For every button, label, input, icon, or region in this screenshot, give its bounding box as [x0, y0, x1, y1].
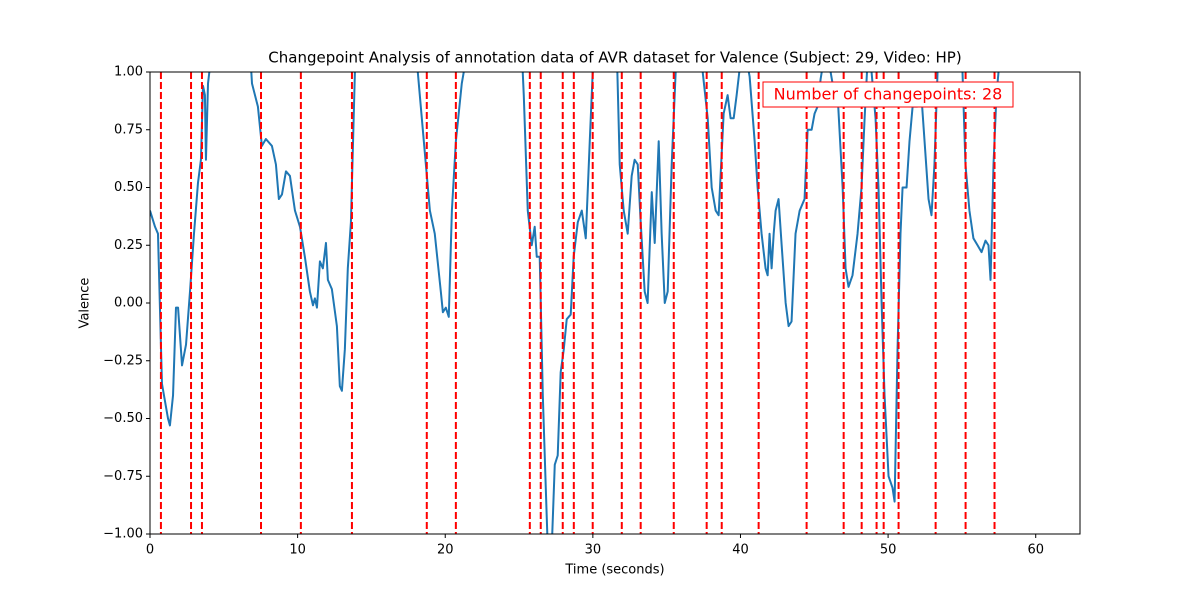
y-tick-label: 0.00	[114, 296, 143, 311]
chart-title: Changepoint Analysis of annotation data …	[268, 49, 961, 67]
y-tick-label: 1.00	[114, 65, 143, 80]
x-tick-label: 20	[437, 543, 454, 558]
x-tick-label: 40	[732, 543, 749, 558]
valence-line	[150, 72, 1000, 534]
annotation-box	[762, 81, 1014, 108]
x-tick-label: 60	[1027, 543, 1044, 558]
y-tick-label: −1.00	[103, 527, 143, 542]
axes-frame	[149, 71, 1081, 535]
y-tick-label: −0.75	[103, 469, 143, 484]
y-tick-label: 0.50	[114, 180, 143, 195]
x-tick-label: 30	[585, 543, 602, 558]
y-tick-label: −0.50	[103, 411, 143, 426]
x-axis-label: Time (seconds)	[564, 563, 664, 578]
plot-area	[150, 72, 1000, 534]
x-tick-label: 10	[289, 543, 306, 558]
annotation: Number of changepoints: 28	[774, 85, 1003, 104]
x-tick-label: 50	[880, 543, 897, 558]
y-axis-label: Valence	[78, 278, 93, 329]
y-tick-label: −0.25	[103, 353, 143, 368]
y-tick-label: 0.75	[114, 122, 143, 137]
x-tick-label: 0	[146, 543, 154, 558]
y-tick-label: 0.25	[114, 238, 143, 253]
